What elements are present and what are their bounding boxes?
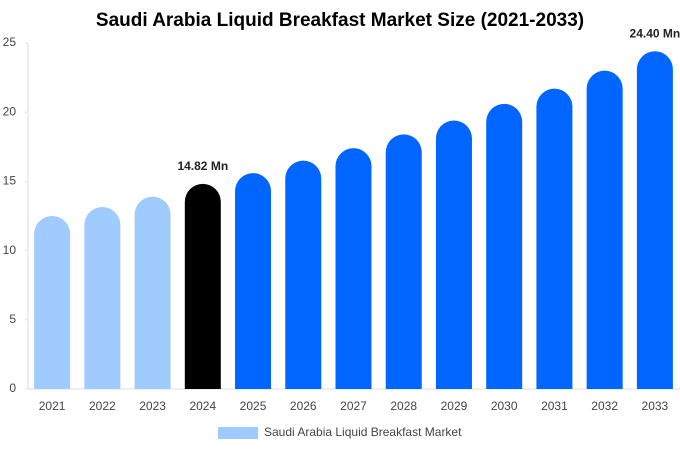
data-label: 14.82 Mn: [177, 159, 228, 173]
bar: [435, 120, 472, 389]
y-tick-label: 20: [3, 104, 17, 118]
x-tick-label: 2027: [340, 399, 367, 413]
x-tick-label: 2029: [441, 399, 468, 413]
x-tick-label: 2033: [642, 399, 669, 413]
y-tick-label: 10: [3, 243, 17, 257]
x-tick-label: 2025: [240, 399, 267, 413]
bar: [84, 207, 121, 389]
y-tick-label: 25: [3, 35, 17, 49]
legend-label: Saudi Arabia Liquid Breakfast Market: [264, 425, 462, 439]
bar: [285, 160, 322, 389]
y-tick-label: 15: [3, 174, 17, 188]
bar: [586, 70, 623, 390]
bar: [34, 216, 71, 389]
legend-swatch: [218, 427, 258, 439]
x-tick-label: 2032: [591, 399, 618, 413]
x-tick-label: 2030: [491, 399, 518, 413]
x-tick-label: 2022: [89, 399, 116, 413]
y-tick-label: 5: [9, 312, 16, 326]
x-tick-label: 2023: [139, 399, 166, 413]
bar: [486, 103, 523, 390]
chart-title: Saudi Arabia Liquid Breakfast Market Siz…: [96, 10, 584, 31]
bar: [335, 148, 372, 389]
bar: [385, 134, 422, 389]
bar: [636, 51, 673, 389]
data-label: 24.40 Mn: [630, 26, 680, 40]
bar: [536, 88, 573, 390]
bar: [235, 173, 272, 389]
bar: [134, 196, 171, 389]
x-tick-label: 2021: [39, 399, 66, 413]
x-tick-label: 2031: [541, 399, 568, 413]
y-tick-label: 0: [9, 381, 16, 395]
x-tick-label: 2024: [189, 399, 216, 413]
x-tick-label: 2026: [290, 399, 317, 413]
x-tick-label: 2028: [390, 399, 417, 413]
bar: [184, 183, 221, 389]
